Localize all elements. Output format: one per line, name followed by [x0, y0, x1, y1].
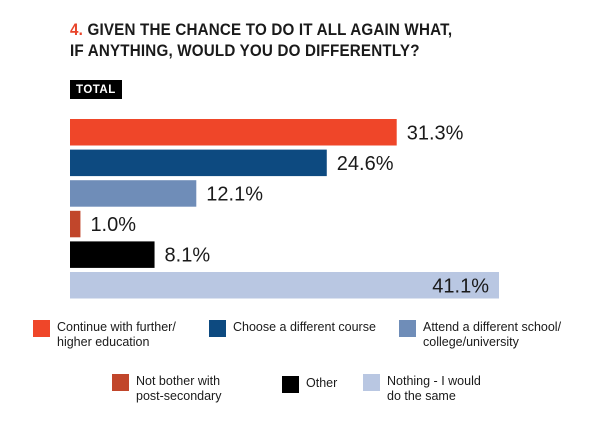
- bar-4: [70, 241, 155, 268]
- legend-label-line: Attend a different school/: [423, 320, 562, 334]
- bar-value-label: 1.0%: [90, 214, 136, 236]
- legend-label: Other: [306, 376, 337, 391]
- legend-label: Choose a different course: [233, 320, 376, 335]
- legend-swatch: [363, 374, 380, 391]
- legend-swatch: [112, 374, 129, 391]
- legend-label: Continue with further/ higher education: [57, 320, 176, 350]
- legend-label-line: Nothing - I would: [387, 374, 481, 388]
- bar-0: [70, 119, 397, 146]
- bar-1: [70, 149, 327, 177]
- question-number: 4.: [70, 21, 84, 39]
- legend-swatch: [399, 320, 416, 337]
- bar-5: [70, 272, 499, 299]
- legend-label-line: higher education: [57, 335, 150, 349]
- legend-item-not-bother: Not bother with post-secondary: [112, 374, 221, 404]
- bar-value-label: 24.6%: [337, 153, 394, 175]
- bar-value-label: 8.1%: [165, 245, 211, 267]
- question-text: GIVEN THE CHANCE TO DO IT ALL AGAIN WHAT…: [70, 21, 453, 60]
- legend-label: Not bother with post-secondary: [136, 374, 221, 404]
- legend-swatch: [209, 320, 226, 337]
- legend-swatch: [33, 320, 50, 337]
- chart-title: 4. GIVEN THE CHANCE TO DO IT ALL AGAIN W…: [70, 20, 456, 62]
- legend-item-further-education: Continue with further/ higher education: [33, 320, 176, 350]
- legend-label-line: college/university: [423, 335, 519, 349]
- bar-value-label: 41.1%: [432, 275, 489, 297]
- legend-label-line: Other: [306, 376, 338, 390]
- legend-item-nothing: Nothing - I would do the same: [363, 374, 481, 404]
- bar-3: [70, 210, 81, 238]
- legend-label-line: do the same: [387, 389, 456, 403]
- total-badge: TOTAL: [70, 80, 122, 99]
- legend-label-line: Choose a different course: [233, 320, 376, 334]
- legend-label: Nothing - I would do the same: [387, 374, 481, 404]
- legend-label-line: Not bother with: [136, 374, 221, 388]
- bar-2: [70, 180, 197, 207]
- bar-value-label: 12.1%: [206, 183, 263, 205]
- legend-label: Attend a different school/ college/unive…: [423, 320, 561, 350]
- legend-label-line: Continue with further/: [57, 320, 176, 334]
- legend-swatch: [282, 376, 299, 393]
- bar-value-label: 31.3%: [407, 122, 464, 144]
- legend-label-line: post-secondary: [136, 389, 222, 403]
- legend-item-different-course: Choose a different course: [209, 320, 376, 337]
- legend-item-different-school: Attend a different school/ college/unive…: [399, 320, 561, 350]
- legend-item-other: Other: [282, 376, 337, 393]
